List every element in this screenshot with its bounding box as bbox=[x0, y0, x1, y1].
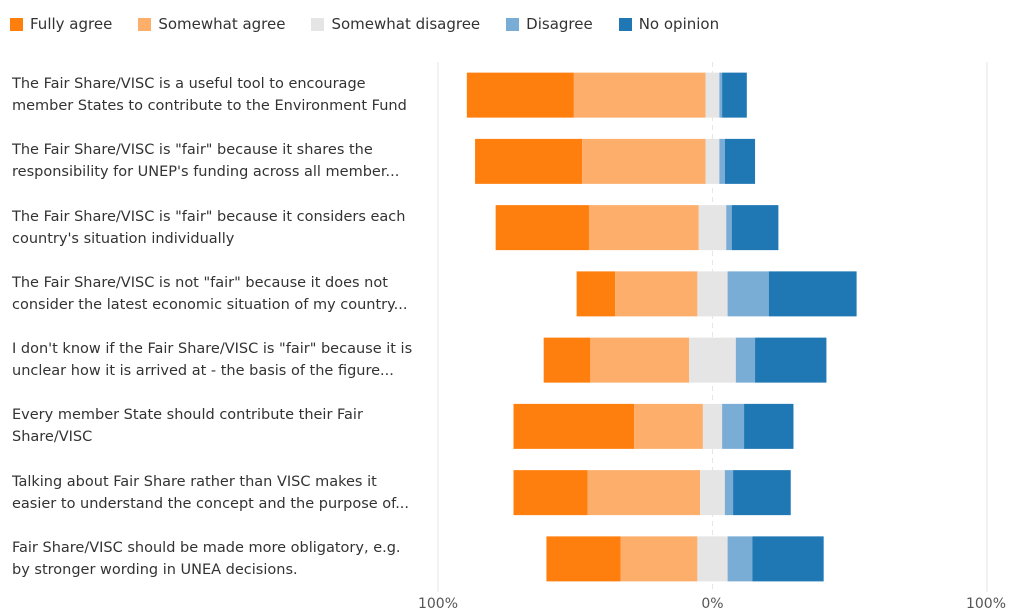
bar-segment bbox=[722, 403, 745, 449]
bar-segment bbox=[705, 72, 720, 118]
legend-swatch bbox=[618, 17, 632, 31]
bar-segment bbox=[727, 271, 769, 317]
legend-label: No opinion bbox=[638, 15, 720, 33]
legend-swatch bbox=[506, 17, 520, 31]
bar-segment bbox=[697, 271, 728, 317]
x-tick-label: 0% bbox=[701, 596, 724, 612]
bar-segment bbox=[727, 536, 753, 582]
category-label: The Fair Share/VISC is "fair" because it… bbox=[12, 142, 400, 181]
bar-segment bbox=[689, 337, 736, 383]
legend-item: Fully agree bbox=[10, 15, 112, 33]
legend-item: No opinion bbox=[618, 15, 720, 33]
bar-segment bbox=[546, 536, 621, 582]
legend-label: Fully agree bbox=[30, 15, 113, 33]
bar-segment bbox=[543, 337, 591, 383]
bar-segment bbox=[513, 470, 588, 516]
bar-segment bbox=[705, 138, 720, 184]
bar-segment bbox=[582, 138, 706, 184]
category-label: Every member State should contribute the… bbox=[12, 407, 363, 446]
bar-segment bbox=[587, 470, 701, 516]
bar-segment bbox=[466, 72, 574, 118]
bar-segment bbox=[634, 403, 703, 449]
legend-item: Disagree bbox=[506, 15, 593, 33]
category-label: The Fair Share/VISC is not "fair" becaus… bbox=[12, 274, 408, 313]
category-label: I don't know if the Fair Share/VISC is "… bbox=[12, 341, 413, 380]
bar-segment bbox=[700, 470, 725, 516]
legend-label: Somewhat agree bbox=[158, 15, 286, 33]
bar-segment bbox=[513, 403, 635, 449]
category-label: Fair Share/VISC should be made more obli… bbox=[12, 539, 401, 578]
legend-item: Somewhat disagree bbox=[311, 15, 480, 33]
category-label: Talking about Fair Share rather than VIS… bbox=[12, 473, 410, 512]
bar-segment bbox=[702, 403, 723, 449]
x-tick-label: 100% bbox=[417, 596, 459, 612]
x-tick-label: 100% bbox=[965, 596, 1006, 612]
bar-segment bbox=[697, 536, 728, 582]
bar-segment bbox=[698, 205, 727, 251]
bar-segment bbox=[726, 205, 732, 251]
bar-segment bbox=[475, 138, 583, 184]
bar-segment bbox=[495, 205, 589, 251]
legend: Fully agree Somewhat agree Somewhat disagr… bbox=[10, 12, 745, 36]
bar-segment bbox=[722, 72, 747, 118]
category-label: The Fair Share/VISC is "fair" because it… bbox=[12, 208, 406, 247]
bar-segment bbox=[724, 138, 756, 184]
bar-segment bbox=[590, 337, 690, 383]
legend-swatch bbox=[311, 17, 325, 31]
bar-segment bbox=[588, 205, 699, 251]
bar-segment bbox=[768, 271, 857, 317]
bar-segment bbox=[719, 72, 723, 118]
bar-segment bbox=[576, 271, 616, 317]
bar-segment bbox=[752, 536, 824, 582]
legend-swatch bbox=[138, 17, 152, 31]
bar-segment bbox=[731, 205, 779, 251]
bar-segment bbox=[733, 470, 791, 516]
bar-segment bbox=[719, 138, 725, 184]
legend-swatch bbox=[10, 17, 23, 31]
legend-label: Somewhat disagree bbox=[331, 15, 481, 33]
bar-segment bbox=[744, 403, 794, 449]
bar-segment bbox=[724, 470, 734, 516]
bar-segment bbox=[735, 337, 756, 383]
bar-segment bbox=[755, 337, 827, 383]
bar-segment bbox=[615, 271, 698, 317]
legend-label: Disagree bbox=[526, 15, 593, 33]
bar-segment bbox=[573, 72, 706, 118]
category-label: The Fair Share/VISC is a useful tool to … bbox=[12, 76, 407, 115]
legend-item: Somewhat agree bbox=[138, 15, 285, 33]
bar-segment bbox=[620, 536, 698, 582]
